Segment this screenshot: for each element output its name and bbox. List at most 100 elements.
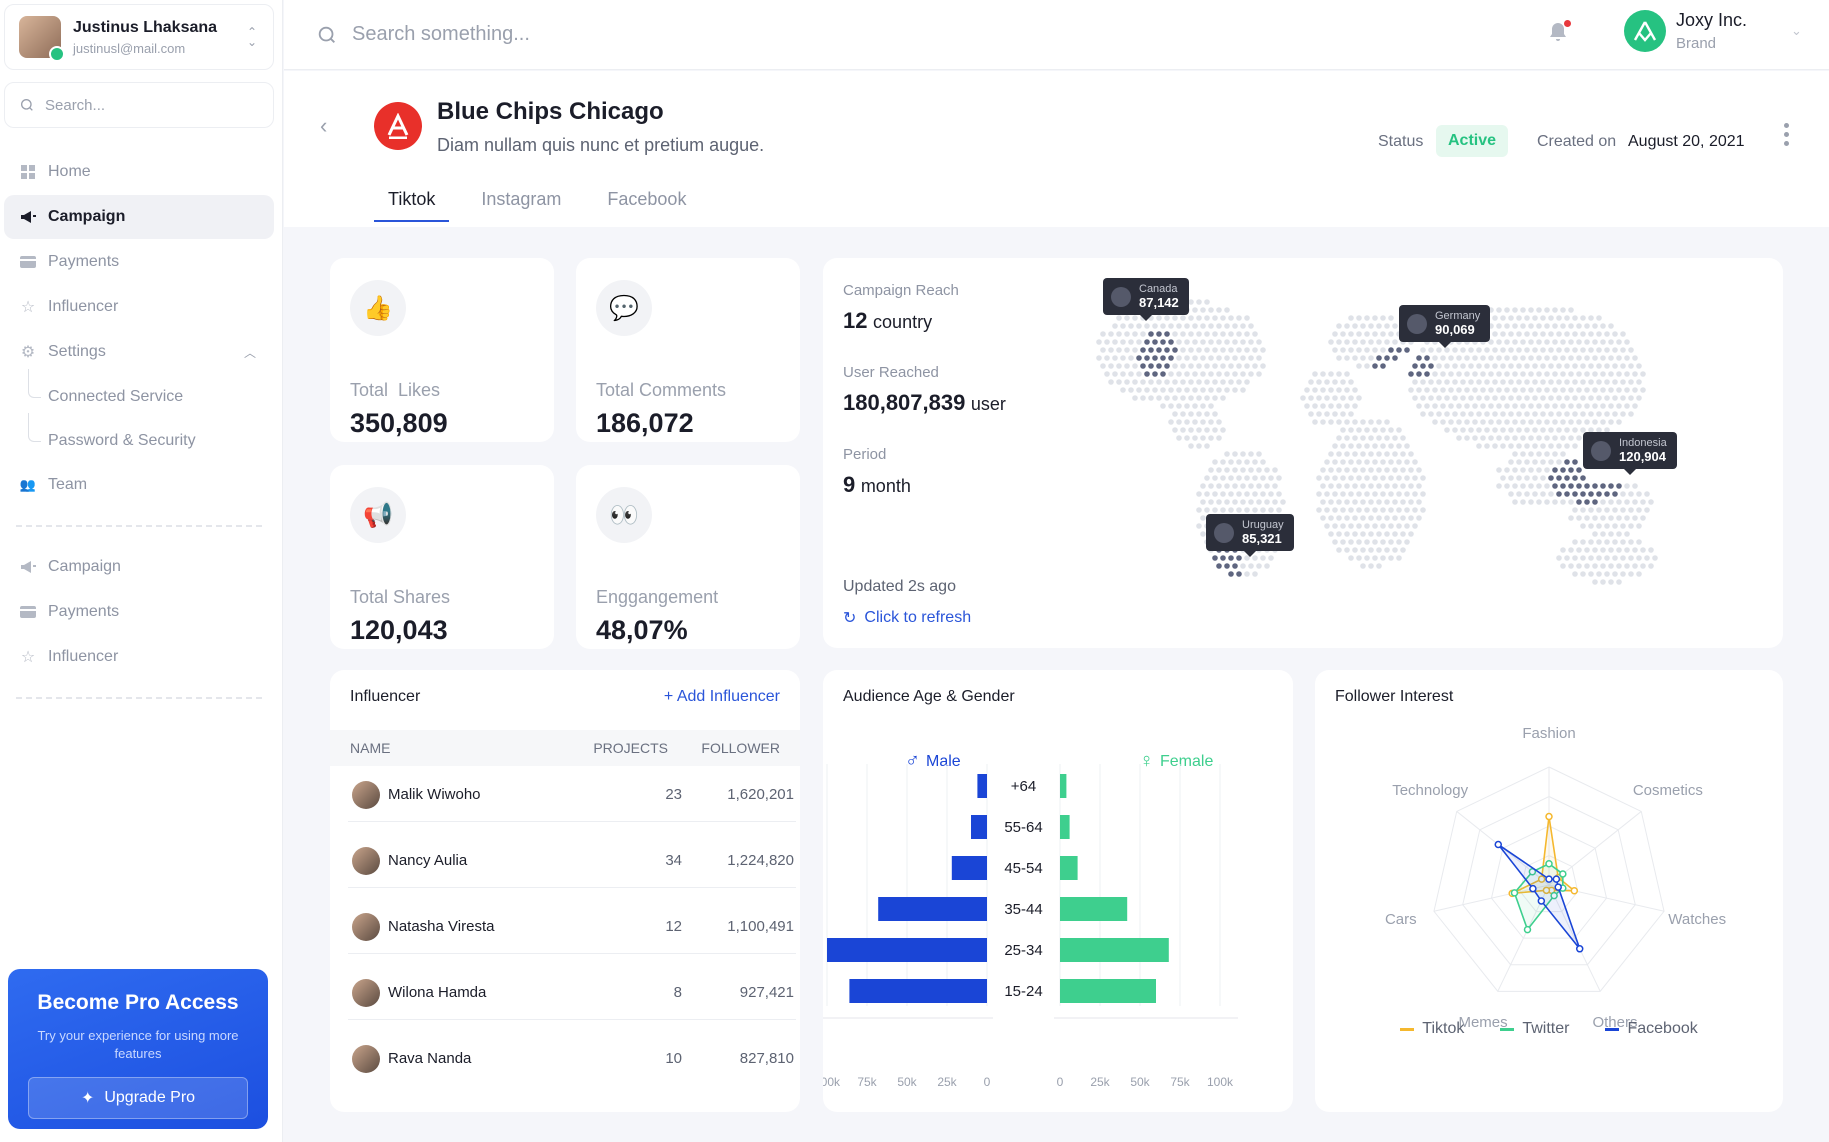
influencer-projects: 34 [665, 852, 682, 869]
refresh-link[interactable]: ↻ Click to refresh [843, 608, 971, 628]
global-search[interactable] [316, 23, 1016, 46]
sidebar-item-campaign[interactable]: Campaign [4, 195, 274, 239]
map-dot [1560, 435, 1566, 441]
table-row[interactable]: Malik Wiwoho 23 1,620,201 [348, 766, 796, 822]
map-dot [1632, 563, 1638, 569]
map-dot [1544, 419, 1550, 425]
map-dot [1612, 363, 1618, 369]
table-row[interactable]: Rava Nanda 10 827,810 [348, 1030, 796, 1086]
map-pin-canada[interactable]: Canada 87,142 [1103, 278, 1189, 321]
megaphone-icon: 📢 [350, 487, 406, 543]
sidebar-item-label: Team [48, 476, 88, 493]
sidebar-item-password-security[interactable]: Password & Security [4, 413, 274, 463]
tab-facebook[interactable]: Facebook [607, 189, 687, 209]
sidebar-item-payments-2[interactable]: Payments [4, 590, 274, 634]
col-follower[interactable]: FOLLOWER [701, 740, 780, 756]
map-pin-germany[interactable]: Germany 90,069 [1399, 305, 1491, 348]
map-dot [1140, 363, 1146, 369]
upgrade-pro-button[interactable]: ✦ Upgrade Pro [28, 1077, 248, 1119]
map-dot [1468, 379, 1474, 385]
global-search-input[interactable] [352, 23, 952, 46]
map-dot [1548, 395, 1554, 401]
influencer-followers: 1,620,201 [727, 786, 794, 803]
map-dot [1264, 499, 1270, 505]
map-dot [1260, 363, 1266, 369]
org-switcher[interactable]: Joxy Inc. Brand ⌄ [1624, 10, 1802, 52]
map-dot [1592, 339, 1598, 345]
map-dot [1440, 403, 1446, 409]
map-dot [1580, 315, 1586, 321]
map-dot [1208, 323, 1214, 329]
map-dot [1628, 539, 1634, 545]
female-bar [1060, 774, 1067, 798]
map-dot [1132, 363, 1138, 369]
map-dot [1628, 571, 1634, 577]
map-dot [1404, 475, 1410, 481]
map-dot [1128, 355, 1134, 361]
sidebar-search[interactable] [4, 82, 274, 128]
col-name[interactable]: NAME [350, 740, 391, 756]
map-dot [1592, 515, 1598, 521]
add-influencer-button[interactable]: + Add Influencer [663, 688, 780, 705]
map-dot [1560, 563, 1566, 569]
map-dot [1380, 475, 1386, 481]
map-dot [1632, 499, 1638, 505]
chevron-up-icon[interactable]: ︿ [243, 345, 256, 360]
map-dot [1620, 523, 1626, 529]
map-pin-uruguay[interactable]: Uruguay 85,321 [1206, 514, 1294, 557]
map-dot [1524, 475, 1530, 481]
map-dot [1580, 523, 1586, 529]
legend-twitter[interactable]: Twitter [1500, 1020, 1569, 1038]
map-dot [1204, 491, 1210, 497]
legend-tiktok[interactable]: Tiktok [1400, 1020, 1464, 1038]
map-dot [1184, 371, 1190, 377]
sidebar-search-input[interactable] [45, 96, 245, 114]
sidebar-item-settings[interactable]: ⚙ Settings ︿ [4, 330, 274, 374]
table-row[interactable]: Wilona Hamda 8 927,421 [348, 964, 796, 1020]
map-dot [1212, 363, 1218, 369]
sidebar-item-influencer-2[interactable]: ☆ Influencer [4, 635, 274, 679]
tab-tiktok[interactable]: Tiktok [374, 183, 450, 222]
map-dot [1532, 411, 1538, 417]
legend-swatch [1605, 1027, 1620, 1031]
sidebar-item-connected-service[interactable]: Connected Service [4, 369, 274, 419]
map-dot [1424, 355, 1430, 361]
sidebar-item-team[interactable]: 👥 Team [4, 463, 274, 507]
back-chevron-icon[interactable]: ‹ [320, 113, 328, 138]
table-row[interactable]: Natasha Viresta 12 1,100,491 [348, 898, 796, 954]
sidebar-item-home[interactable]: Home [4, 150, 274, 194]
chevron-updown-icon[interactable]: ⌃ ⌄ [246, 25, 258, 49]
map-dot [1320, 371, 1326, 377]
map-dot [1372, 523, 1378, 529]
col-projects[interactable]: PROJECTS [593, 740, 668, 756]
status-badge: Active [1436, 125, 1509, 157]
legend-facebook[interactable]: Facebook [1605, 1020, 1698, 1038]
map-dot [1372, 331, 1378, 337]
map-dot [1524, 315, 1530, 321]
user-profile-switcher[interactable]: Justinus Lhaksana justinusl@mail.com ⌃ ⌄ [4, 4, 274, 70]
legend-label: Facebook [1627, 1020, 1698, 1037]
table-row[interactable]: Nancy Aulia 34 1,224,820 [348, 832, 796, 888]
map-dot [1500, 395, 1506, 401]
pin-value: 120,904 [1619, 449, 1666, 464]
chevron-down-icon[interactable]: ⌄ [1791, 23, 1802, 38]
tab-instagram[interactable]: Instagram [481, 189, 562, 209]
map-dot [1320, 499, 1326, 505]
map-dot [1628, 507, 1634, 513]
map-dot [1544, 435, 1550, 441]
map-dot [1196, 331, 1202, 337]
notification-bell-icon[interactable] [1546, 20, 1572, 46]
map-dot [1384, 483, 1390, 489]
map-dot [1192, 387, 1198, 393]
map-dot [1520, 499, 1526, 505]
map-dot [1556, 555, 1562, 561]
sidebar-item-campaign-2[interactable]: Campaign [4, 545, 274, 589]
more-options-icon[interactable] [1784, 123, 1792, 150]
map-dot [1356, 315, 1362, 321]
map-dot [1632, 515, 1638, 521]
sidebar-item-influencer[interactable]: ☆ Influencer [4, 285, 274, 329]
map-dot [1580, 555, 1586, 561]
map-dot [1484, 363, 1490, 369]
map-pin-indonesia[interactable]: Indonesia 120,904 [1583, 432, 1677, 475]
sidebar-item-payments[interactable]: Payments [4, 240, 274, 284]
